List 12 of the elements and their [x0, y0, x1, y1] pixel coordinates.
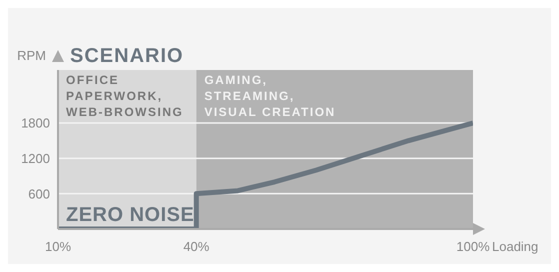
x-tick-label: 10% [44, 239, 72, 254]
y-tick-label: 1200 [21, 150, 50, 166]
band-label: GAMING, STREAMING, VISUAL CREATION [204, 73, 336, 119]
band-label: OFFICE PAPERWORK, WEB-BROWSING [66, 73, 184, 119]
y-tick-label: 600 [28, 186, 50, 202]
x-tick-label: 40% [183, 239, 210, 254]
annotation: ZERO NOISE [66, 204, 194, 226]
x-axis-title: Loading [492, 239, 538, 254]
y-axis-title: RPM [17, 48, 46, 63]
y-tick-label: 1800 [21, 116, 50, 131]
x-tick-label: 100% [456, 239, 490, 254]
chart-title: SCENARIO [70, 45, 184, 67]
